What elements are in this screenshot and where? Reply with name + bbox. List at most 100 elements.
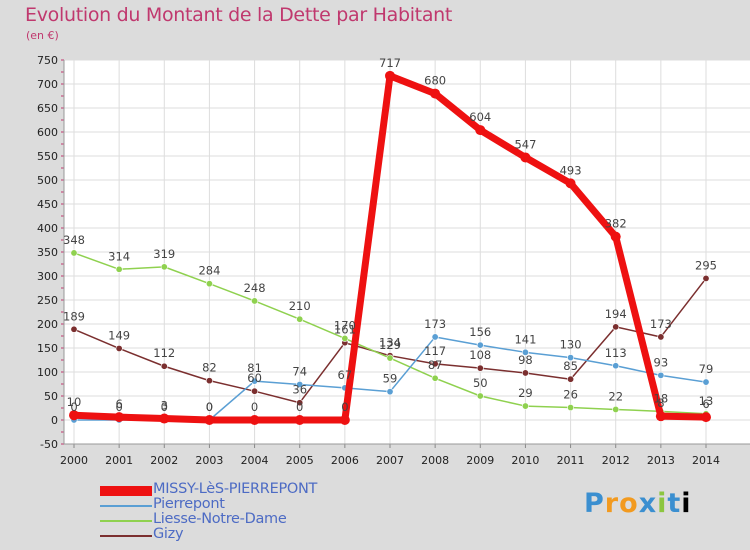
data-point xyxy=(567,404,575,412)
data-label: 60 xyxy=(247,371,262,385)
data-label: 134 xyxy=(379,336,401,350)
data-point xyxy=(565,178,576,189)
data-label: 173 xyxy=(424,317,446,331)
data-label: 79 xyxy=(699,362,714,376)
data-point xyxy=(567,375,575,383)
x-tick-label: 2011 xyxy=(557,454,585,467)
data-point xyxy=(701,412,711,423)
x-tick-label: 2008 xyxy=(421,454,449,467)
brand-letter: P xyxy=(584,488,605,519)
data-point xyxy=(521,369,529,377)
data-label: 248 xyxy=(244,281,266,295)
data-point xyxy=(475,125,486,136)
x-tick-label: 2003 xyxy=(195,454,223,467)
data-point xyxy=(115,344,123,352)
x-tick-label: 2010 xyxy=(511,454,539,467)
data-point xyxy=(251,297,259,305)
data-label: 26 xyxy=(563,388,578,402)
data-label: 112 xyxy=(153,346,175,360)
brand-letter: o xyxy=(619,488,639,519)
legend-swatch xyxy=(100,505,152,507)
y-tick-label: 550 xyxy=(37,150,58,163)
data-point xyxy=(655,411,666,422)
data-point xyxy=(296,315,304,323)
data-label: 0 xyxy=(296,400,303,414)
y-tick-label: 500 xyxy=(37,174,58,187)
x-tick-label: 2001 xyxy=(105,454,133,467)
data-point xyxy=(70,325,78,333)
data-point xyxy=(341,334,349,342)
data-point xyxy=(296,380,304,388)
data-label: 93 xyxy=(654,355,669,369)
data-point xyxy=(521,348,529,356)
data-label: 130 xyxy=(560,338,582,352)
data-point xyxy=(115,265,123,273)
data-label: 319 xyxy=(153,247,175,261)
x-tick-label: 2000 xyxy=(60,454,88,467)
data-label: 129 xyxy=(379,338,401,352)
data-point xyxy=(69,410,79,421)
y-tick-label: 650 xyxy=(37,102,58,115)
data-label: 382 xyxy=(605,217,627,231)
data-label: 0 xyxy=(115,400,122,414)
x-tick-label: 2012 xyxy=(602,454,630,467)
data-label: 0 xyxy=(206,400,213,414)
data-label: 0 xyxy=(70,400,77,414)
data-label: 67 xyxy=(338,368,353,382)
data-label: 29 xyxy=(518,386,533,400)
data-label: 59 xyxy=(383,372,398,386)
data-point xyxy=(114,412,125,423)
brand-letter: x xyxy=(638,488,658,519)
data-label: 0 xyxy=(341,400,348,414)
legend-swatch xyxy=(100,520,152,522)
data-point xyxy=(520,152,531,163)
data-label: 85 xyxy=(563,359,578,373)
data-label: 10 xyxy=(67,395,82,409)
data-label: 141 xyxy=(514,332,536,346)
data-point xyxy=(431,360,439,368)
data-point xyxy=(612,362,620,370)
data-label: 0 xyxy=(161,400,168,414)
data-point xyxy=(386,388,394,396)
data-label: 604 xyxy=(469,110,491,124)
data-label: 50 xyxy=(473,376,488,390)
brand-letter: i xyxy=(657,488,668,519)
legend-swatch xyxy=(100,535,152,537)
data-point xyxy=(159,413,170,424)
y-tick-label: 100 xyxy=(37,366,58,379)
data-label: 189 xyxy=(63,309,85,323)
data-label: 13 xyxy=(699,394,714,408)
data-point xyxy=(160,263,168,271)
data-point xyxy=(567,354,575,362)
data-label: 314 xyxy=(108,249,130,263)
data-label: 0 xyxy=(206,400,213,414)
data-label: 680 xyxy=(424,74,446,88)
chart-unit: (en €) xyxy=(26,29,59,42)
legend-label: Liesse-Notre-Dame xyxy=(153,511,287,527)
data-label: 173 xyxy=(650,317,672,331)
data-label: 295 xyxy=(695,258,717,272)
chart-title: Evolution du Montant de la Dette par Hab… xyxy=(25,4,453,26)
legend-label: Gizy xyxy=(153,526,184,542)
data-point xyxy=(386,354,394,362)
data-point xyxy=(160,362,168,370)
data-label: 82 xyxy=(202,361,217,375)
data-label: 717 xyxy=(379,56,401,70)
data-label: 117 xyxy=(424,344,446,358)
data-point xyxy=(430,88,441,99)
data-point xyxy=(251,387,259,395)
data-point xyxy=(385,70,395,81)
data-point xyxy=(205,280,213,288)
y-tick-label: 600 xyxy=(37,126,58,139)
data-label: 74 xyxy=(292,364,307,378)
data-point xyxy=(205,377,213,385)
data-label: 36 xyxy=(292,383,307,397)
proxiti-logo: Proxiti xyxy=(584,488,692,519)
legend-swatch xyxy=(100,486,152,496)
data-label: 22 xyxy=(608,389,623,403)
x-tick-label: 2006 xyxy=(331,454,359,467)
data-label: 210 xyxy=(289,299,311,313)
x-tick-label: 2002 xyxy=(150,454,178,467)
y-tick-label: 50 xyxy=(44,390,58,403)
